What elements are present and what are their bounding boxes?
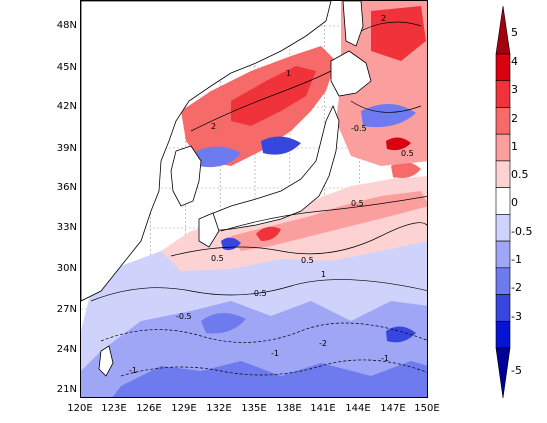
japan-honshu	[205, 104, 340, 232]
contour-label: -2	[319, 339, 327, 348]
colorbar-segment	[495, 160, 511, 188]
colorbar-segment	[495, 267, 511, 295]
lat-label-42n: 42N	[56, 101, 77, 112]
kuroshio-warm-core	[231, 191, 427, 251]
colorbar-label-neg-2: -2	[511, 281, 522, 294]
lat-label-48n: 48N	[56, 20, 77, 31]
colorbar-label-4: 4	[511, 55, 518, 68]
colorbar-label-neg-1: -1	[511, 253, 522, 266]
colorbar-segment	[495, 107, 511, 135]
lat-label-39n: 39N	[56, 143, 77, 154]
contour-label: 0.5	[351, 199, 364, 208]
northeast-negative	[361, 103, 416, 128]
sea-of-japan-negative-east	[261, 136, 301, 155]
colorbar-label-2: 2	[511, 112, 518, 125]
colorbar-segment	[495, 53, 511, 82]
lon-label-135e: 135E	[241, 403, 267, 414]
colorbar-label-neg-3: -3	[511, 310, 522, 323]
colorbar-label-0-5: 0.5	[511, 168, 529, 181]
contour-lines	[90, 21, 427, 377]
northeast-warm-core	[371, 6, 426, 61]
colorbar-bottom-arrow	[495, 347, 511, 399]
anomaly-map: -1 -0.5 0.5 1 2 -2 1 0.5 -0.5 -1 0.5 -0.…	[80, 0, 428, 398]
lon-label-132e: 132E	[206, 403, 232, 414]
contour-label: 1	[321, 270, 326, 279]
colorbar-segment	[495, 294, 511, 322]
negative-blob-southeast	[386, 326, 416, 343]
lat-label-21n: 21N	[56, 384, 77, 395]
colorbar-top-arrow	[495, 5, 511, 55]
colorbar-segment	[495, 80, 511, 108]
contour-label: -0.5	[251, 289, 267, 298]
contour-label: 2	[211, 122, 216, 131]
lat-label-36n: 36N	[56, 182, 77, 193]
lon-label-138e: 138E	[276, 403, 302, 414]
lon-label-141e: 141E	[310, 403, 336, 414]
japan-kyushu	[198, 212, 220, 248]
colorbar-segment	[495, 187, 511, 215]
colorbar-segment	[495, 240, 511, 269]
lat-label-33n: 33N	[56, 222, 77, 233]
sea-of-japan-negative	[196, 146, 241, 168]
colorbar-label-3: 3	[511, 83, 518, 96]
contour-label: 1	[286, 69, 291, 78]
positive-blob-east	[391, 161, 421, 178]
lat-label-27n: 27N	[56, 304, 77, 315]
colorbar-segment	[495, 320, 511, 349]
contour-label: -1	[271, 349, 279, 358]
northeast-warm-eddy	[386, 137, 411, 151]
asian-mainland	[81, 1, 332, 302]
lon-label-123e: 123E	[101, 403, 127, 414]
lat-label-45n: 45N	[56, 62, 77, 73]
colorbar-label-5: 5	[511, 26, 518, 39]
contour-label: 0.5	[211, 254, 224, 263]
colorbar-label-neg-5: -5	[511, 364, 522, 377]
colorbar-segment	[495, 133, 511, 162]
colorbar-label-0: 0	[511, 196, 518, 209]
contour-labels: -1 -0.5 0.5 1 2 -2 1 0.5 -0.5 -1 0.5 -0.…	[129, 14, 414, 375]
lat-label-30n: 30N	[56, 263, 77, 274]
sakhalin	[342, 1, 364, 47]
taiwan	[98, 345, 114, 377]
sea-of-japan-core	[231, 66, 316, 126]
colorbar-label-neg-0-5: -0.5	[511, 225, 533, 238]
korean-peninsula	[170, 145, 202, 207]
japan-hokkaido	[330, 50, 372, 97]
contour-label: 0.5	[401, 149, 414, 158]
colorbar-segment	[495, 214, 511, 242]
contour-label: 2	[381, 14, 386, 23]
lat-label-24n: 24N	[56, 344, 77, 355]
lon-label-147e: 147E	[380, 403, 406, 414]
strong-negative-region	[112, 361, 427, 397]
lon-label-120e: 120E	[67, 403, 93, 414]
map-field: -1 -0.5 0.5 1 2 -2 1 0.5 -0.5 -1 0.5 -0.…	[81, 1, 427, 397]
lon-label-144e: 144E	[345, 403, 371, 414]
lon-label-129e: 129E	[171, 403, 197, 414]
contour-label: -0.5	[351, 124, 367, 133]
kuroshio-strong-warm	[256, 226, 281, 241]
lon-label-150e: 150E	[414, 403, 440, 414]
contour-label: -1	[129, 366, 137, 375]
contour-label: -0.5	[176, 312, 192, 321]
negative-blob-south	[201, 312, 246, 334]
lon-label-126e: 126E	[136, 403, 162, 414]
contour-label: 0.5	[301, 256, 314, 265]
colorbar-label-1: 1	[511, 140, 518, 153]
contour-label: -1	[381, 354, 389, 363]
